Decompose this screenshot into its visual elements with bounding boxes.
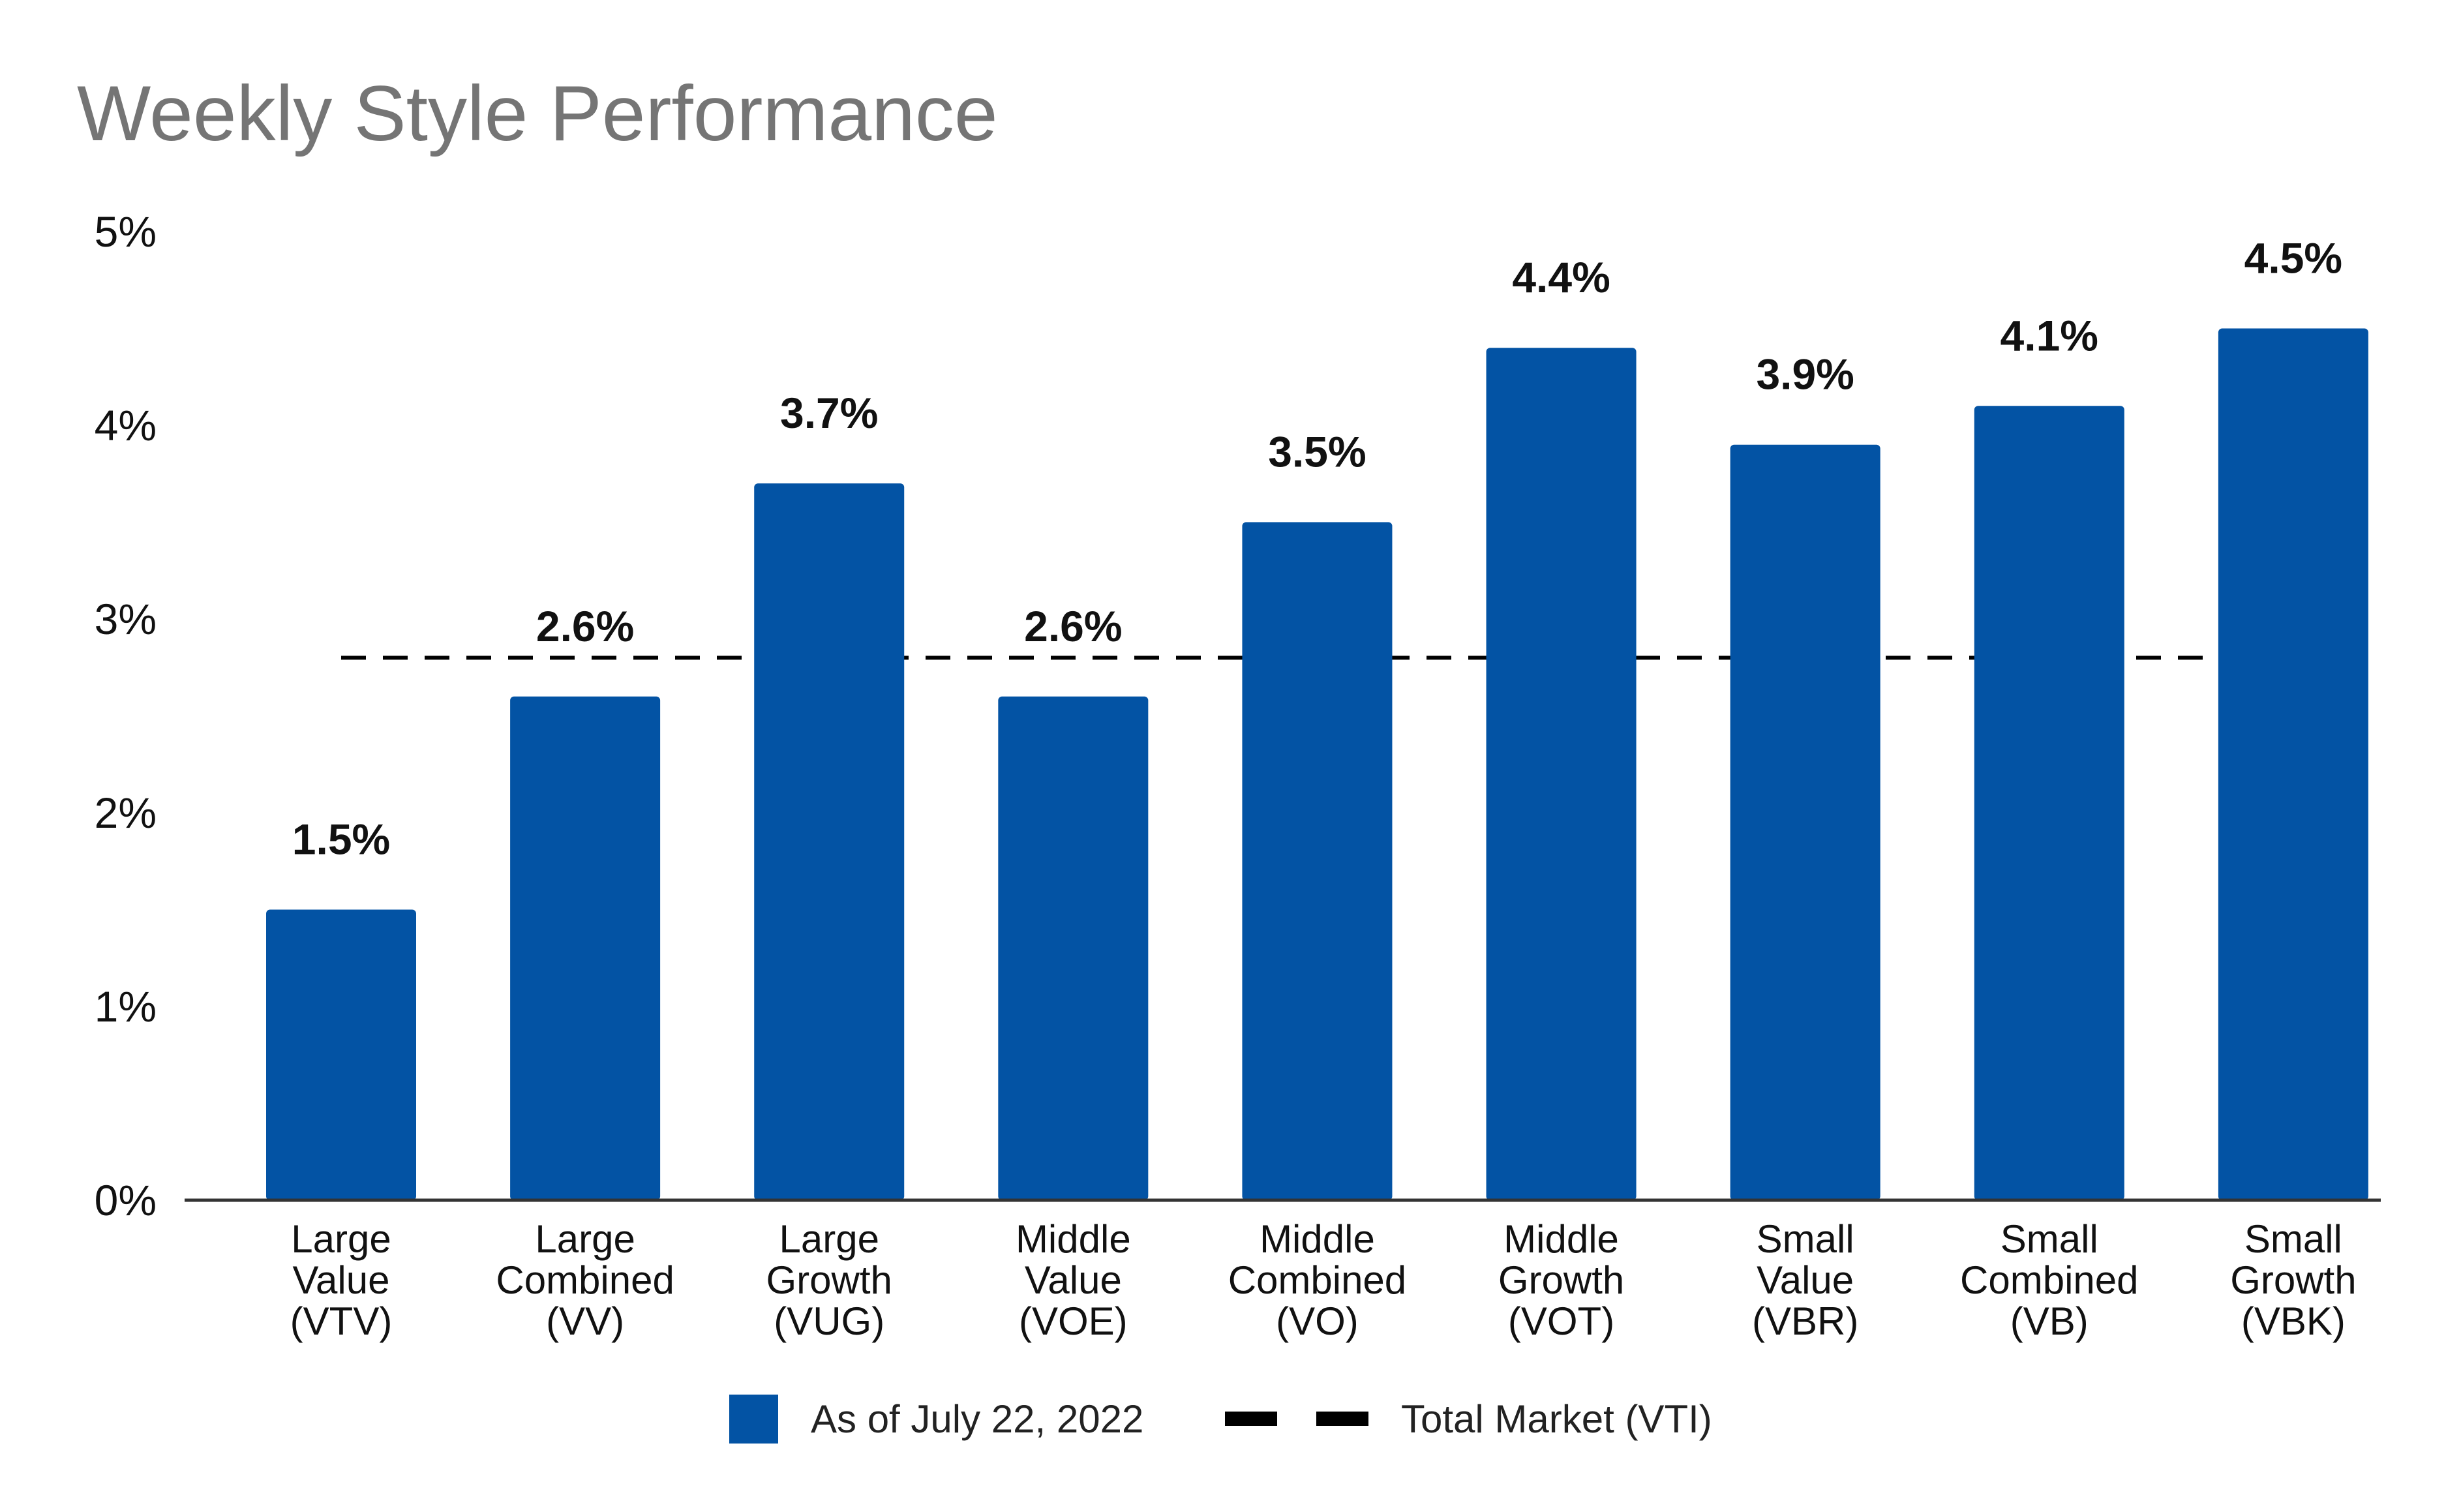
x-tick-label: Growth (2230, 1258, 2356, 1302)
data-label: 4.1% (2001, 311, 2098, 359)
x-tick-label: (VO) (1276, 1299, 1359, 1343)
legend: As of July 22, 2022 Total Market (VTI) (729, 1395, 1712, 1444)
data-label: 4.4% (1512, 253, 1610, 301)
y-tick-label: 0% (95, 1176, 157, 1224)
chart-title: Weekly Style Performance (77, 70, 998, 157)
x-tick-label: Small (1757, 1217, 1854, 1261)
x-tick-label: Middle (1260, 1217, 1375, 1261)
y-tick-label: 3% (95, 595, 157, 643)
x-tick-label: (VBK) (2241, 1299, 2346, 1343)
legend-label-reference-line: Total Market (VTI) (1401, 1397, 1712, 1441)
bar (2218, 328, 2368, 1200)
x-tick-label: Small (2001, 1217, 2098, 1261)
x-tick-label: Large (779, 1217, 879, 1261)
data-label: 2.6% (536, 602, 634, 650)
x-tick-label: Large (291, 1217, 391, 1261)
x-tick-label: Growth (766, 1258, 892, 1302)
data-label: 3.5% (1268, 428, 1366, 476)
x-tick-label: (VV) (546, 1299, 624, 1343)
bars-group (266, 328, 2368, 1201)
x-tick-label: Growth (1498, 1258, 1624, 1302)
data-label: 4.5% (2244, 234, 2342, 282)
x-tick-label: Value (292, 1258, 389, 1302)
x-tick-label: Small (2244, 1217, 2342, 1261)
x-tick-label: Value (1025, 1258, 1122, 1302)
x-tick-label: Combined (496, 1258, 674, 1302)
data-label: 3.7% (780, 389, 878, 437)
x-tick-label: (VOE) (1019, 1299, 1128, 1343)
bar (998, 696, 1149, 1200)
x-tick-label: Middle (1016, 1217, 1131, 1261)
bar (1486, 348, 1637, 1201)
data-labels-group: 1.5% 2.6% 3.7% 2.6% 3.5% 4.4% 3.9% 4.1% 4.5% (292, 234, 2342, 864)
x-tick-label: Value (1757, 1258, 1854, 1302)
y-tick-label: 5% (95, 207, 157, 256)
y-tick-label: 1% (95, 982, 157, 1031)
bar (510, 696, 661, 1200)
legend-swatch-bar (729, 1395, 778, 1444)
x-tick-label: (VUG) (774, 1299, 884, 1343)
bar (754, 483, 905, 1200)
x-tick-label: (VTV) (290, 1299, 393, 1343)
category-labels-group: LargeValue(VTV)LargeCombined(VV)LargeGro… (290, 1217, 2357, 1343)
data-label: 1.5% (292, 815, 390, 864)
data-label: 3.9% (1756, 350, 1854, 399)
bar (1242, 522, 1393, 1200)
y-tick-label: 4% (95, 401, 157, 449)
data-label: 2.6% (1024, 602, 1122, 650)
legend-label-bar: As of July 22, 2022 (811, 1397, 1143, 1441)
x-tick-label: Middle (1503, 1217, 1619, 1261)
x-tick-label: (VB) (2010, 1299, 2089, 1343)
x-tick-label: (VOT) (1508, 1299, 1614, 1343)
y-axis-ticks: 0% 1% 2% 3% 4% 5% (95, 207, 157, 1224)
bar (1974, 406, 2124, 1200)
bar (1730, 444, 1880, 1201)
x-tick-label: Combined (1228, 1258, 1407, 1302)
y-tick-label: 2% (95, 789, 157, 837)
x-tick-label: Large (535, 1217, 635, 1261)
x-tick-label: Combined (1960, 1258, 2139, 1302)
x-tick-label: (VBR) (1752, 1299, 1858, 1343)
bar (266, 909, 416, 1200)
